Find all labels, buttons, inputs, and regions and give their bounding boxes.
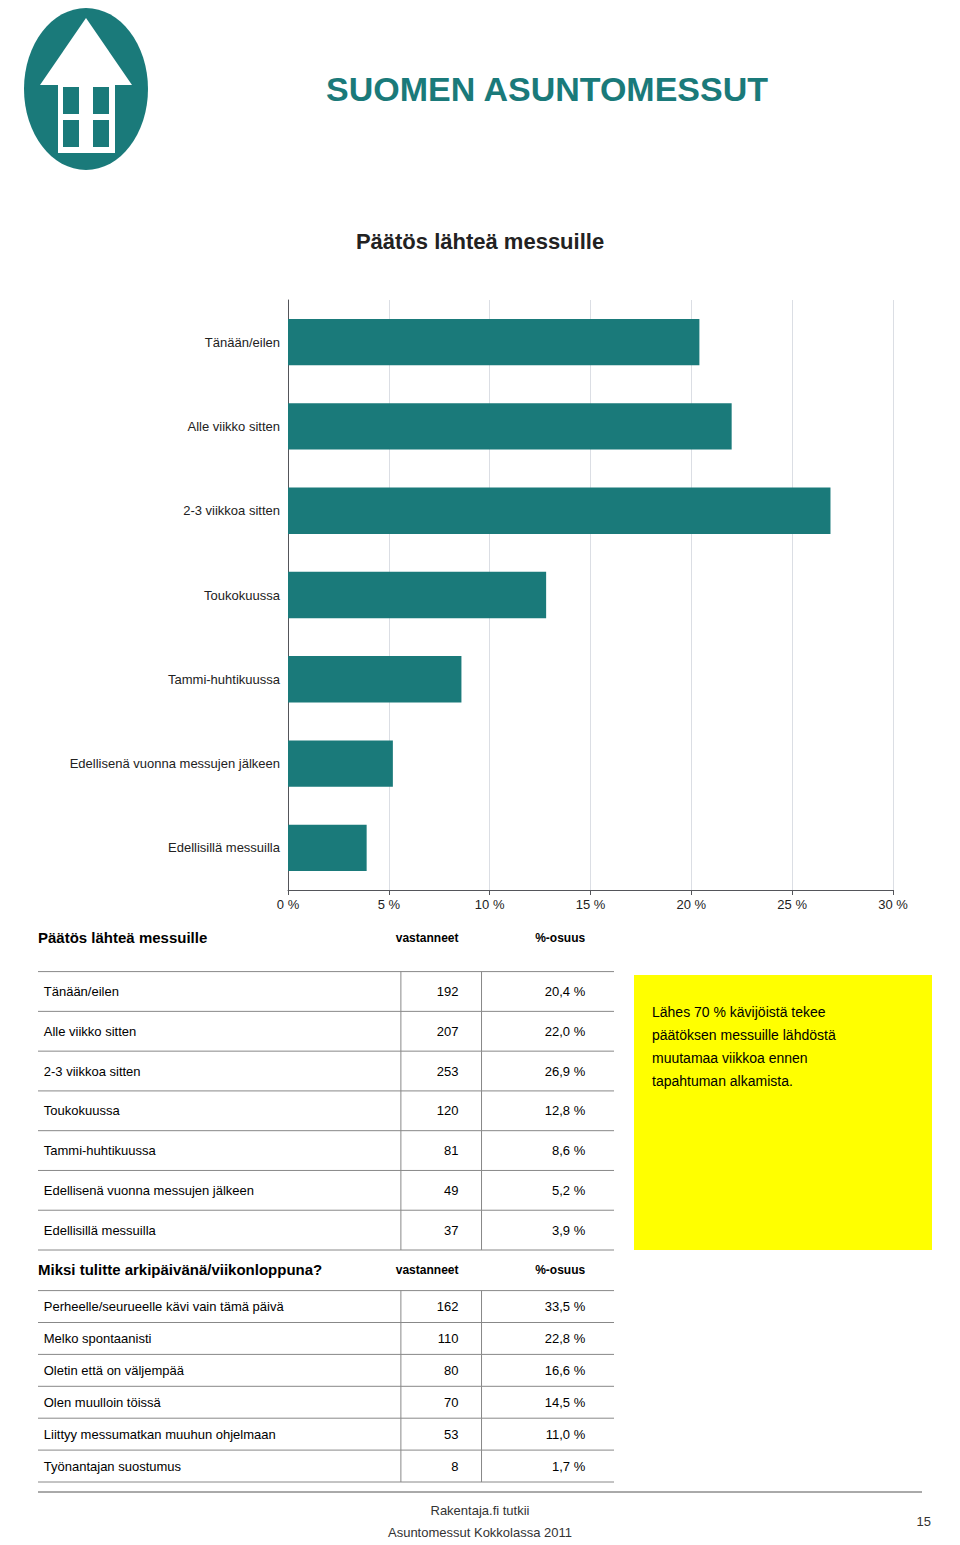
svg-text:1,7 %: 1,7 %	[552, 1459, 586, 1474]
svg-text:Tammi-huhtikuussa: Tammi-huhtikuussa	[44, 1143, 157, 1158]
svg-text:37: 37	[444, 1223, 458, 1238]
svg-text:49: 49	[444, 1183, 458, 1198]
svg-text:Perheelle/seurueelle kävi vain: Perheelle/seurueelle kävi vain tämä päiv…	[44, 1299, 285, 1314]
svg-text:Tammi-huhtikuussa: Tammi-huhtikuussa	[168, 672, 281, 687]
svg-text:16,6 %: 16,6 %	[545, 1363, 586, 1378]
svg-text:253: 253	[437, 1064, 459, 1079]
svg-text:Toukokuussa: Toukokuussa	[44, 1103, 121, 1118]
svg-text:8: 8	[451, 1459, 458, 1474]
svg-text:Toukokuussa: Toukokuussa	[204, 588, 281, 603]
svg-text:Edellisillä messuilla: Edellisillä messuilla	[168, 840, 281, 855]
svg-text:Liittyy messumatkan muuhun ohj: Liittyy messumatkan muuhun ohjelmaan	[44, 1427, 276, 1442]
svg-text:192: 192	[437, 984, 459, 999]
svg-text:207: 207	[437, 1024, 459, 1039]
svg-text:Oletin että on väljempää: Oletin että on väljempää	[44, 1363, 185, 1378]
svg-text:%-osuus: %-osuus	[535, 931, 585, 945]
svg-text:SUOMEN ASUNTOMESSUT: SUOMEN ASUNTOMESSUT	[326, 70, 768, 108]
svg-text:110: 110	[438, 1331, 459, 1346]
svg-text:Päätös lähteä messuille: Päätös lähteä messuille	[356, 229, 604, 254]
svg-text:Työnantajan suostumus: Työnantajan suostumus	[44, 1459, 182, 1474]
svg-text:vastanneet: vastanneet	[396, 1263, 459, 1277]
svg-text:80: 80	[444, 1363, 458, 1378]
svg-text:0 %: 0 %	[277, 897, 300, 912]
svg-text:70: 70	[444, 1395, 458, 1410]
svg-text:muutamaa viikkoa ennen: muutamaa viikkoa ennen	[652, 1050, 808, 1066]
svg-text:Lähes 70 % kävijöistä tekee: Lähes 70 % kävijöistä tekee	[652, 1004, 826, 1020]
svg-text:15 %: 15 %	[576, 897, 606, 912]
svg-text:tapahtuman alkamista.: tapahtuman alkamista.	[652, 1073, 793, 1089]
svg-text:2-3 viikkoa sitten: 2-3 viikkoa sitten	[183, 503, 280, 518]
svg-text:81: 81	[444, 1143, 458, 1158]
svg-text:8,6 %: 8,6 %	[552, 1143, 586, 1158]
svg-text:15: 15	[917, 1514, 931, 1529]
svg-text:22,8 %: 22,8 %	[545, 1331, 586, 1346]
svg-text:Rakentaja.fi tutkii: Rakentaja.fi tutkii	[431, 1503, 530, 1518]
svg-text:Olen muulloin töissä: Olen muulloin töissä	[44, 1395, 162, 1410]
svg-text:53: 53	[444, 1427, 458, 1442]
svg-text:Edellisenä vuonna messujen jäl: Edellisenä vuonna messujen jälkeen	[70, 756, 280, 771]
svg-text:10 %: 10 %	[475, 897, 505, 912]
svg-text:Tänään/eilen: Tänään/eilen	[44, 984, 119, 999]
svg-text:30 %: 30 %	[878, 897, 908, 912]
svg-text:20 %: 20 %	[677, 897, 707, 912]
svg-text:22,0 %: 22,0 %	[545, 1024, 586, 1039]
svg-text:Päätös lähteä messuille: Päätös lähteä messuille	[38, 929, 207, 946]
svg-text:2-3 viikkoa sitten: 2-3 viikkoa sitten	[44, 1064, 141, 1079]
svg-text:Asuntomessut Kokkolassa 2011: Asuntomessut Kokkolassa 2011	[388, 1525, 572, 1540]
svg-text:vastanneet: vastanneet	[396, 931, 459, 945]
svg-text:12,8 %: 12,8 %	[545, 1103, 586, 1118]
svg-text:%-osuus: %-osuus	[535, 1263, 585, 1277]
svg-text:14,5 %: 14,5 %	[545, 1395, 586, 1410]
svg-text:162: 162	[437, 1299, 459, 1314]
svg-text:5,2 %: 5,2 %	[552, 1183, 586, 1198]
svg-text:päätöksen messuille lähdöstä: päätöksen messuille lähdöstä	[652, 1027, 836, 1043]
svg-text:26,9 %: 26,9 %	[545, 1064, 586, 1079]
svg-text:Miksi tulitte arkipäivänä/viik: Miksi tulitte arkipäivänä/viikonloppuna?	[38, 1261, 322, 1278]
svg-text:20,4 %: 20,4 %	[545, 984, 586, 999]
svg-text:Edellisenä vuonna messujen jäl: Edellisenä vuonna messujen jälkeen	[44, 1183, 254, 1198]
svg-text:Alle viikko sitten: Alle viikko sitten	[188, 419, 280, 434]
svg-text:5 %: 5 %	[378, 897, 401, 912]
svg-text:Alle viikko sitten: Alle viikko sitten	[44, 1024, 136, 1039]
svg-text:120: 120	[437, 1103, 459, 1118]
svg-text:33,5 %: 33,5 %	[545, 1299, 586, 1314]
svg-text:Tänään/eilen: Tänään/eilen	[205, 335, 280, 350]
svg-text:11,0 %: 11,0 %	[546, 1427, 586, 1442]
svg-text:3,9 %: 3,9 %	[552, 1223, 586, 1238]
svg-text:25 %: 25 %	[777, 897, 807, 912]
svg-text:Edellisillä messuilla: Edellisillä messuilla	[44, 1223, 157, 1238]
svg-text:Melko spontaanisti: Melko spontaanisti	[44, 1331, 152, 1346]
